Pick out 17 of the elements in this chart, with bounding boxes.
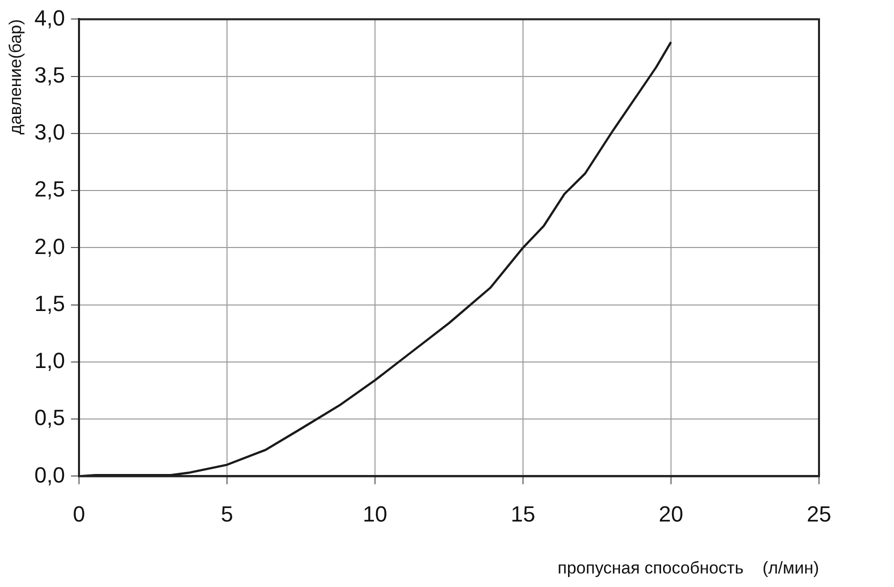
- x-tick-label: 0: [72, 501, 86, 526]
- x-axis-title: пропусная способность (л/мин): [558, 558, 819, 578]
- x-tick-label: 20: [658, 501, 684, 526]
- x-tick-label: 25: [806, 501, 832, 526]
- x-tick-label: 15: [510, 501, 536, 526]
- y-tick-label: 1,5: [34, 290, 65, 316]
- y-tick-label: 2,5: [34, 176, 65, 202]
- y-tick-label: 2,0: [34, 234, 65, 259]
- y-tick-label: 1,0: [34, 348, 65, 374]
- y-tick-label: 0,0: [34, 462, 65, 488]
- y-tick-label: 3,0: [34, 120, 65, 145]
- x-tick-label: 10: [362, 501, 388, 526]
- y-tick-label: 3,5: [34, 62, 65, 88]
- x-tick-label: 5: [220, 501, 234, 526]
- y-tick-label: 4,0: [34, 5, 65, 30]
- y-axis-title: давление(бар): [6, 19, 25, 135]
- y-tick-label: 0,5: [34, 405, 65, 430]
